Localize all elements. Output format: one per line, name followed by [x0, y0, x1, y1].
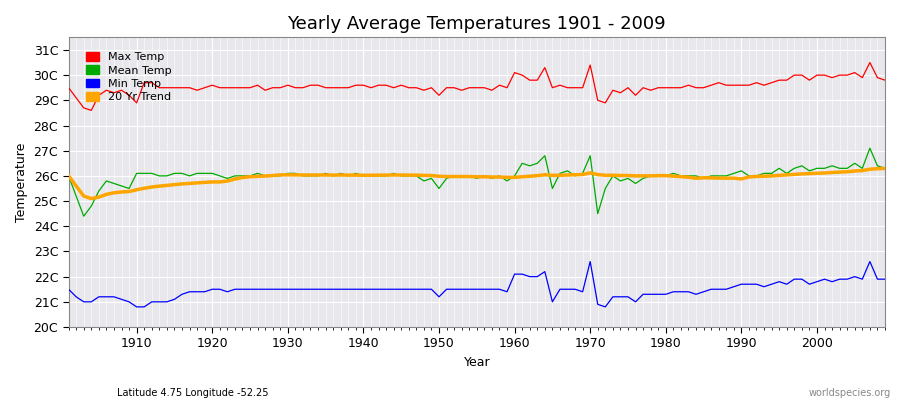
Text: worldspecies.org: worldspecies.org: [809, 388, 891, 398]
X-axis label: Year: Year: [464, 356, 490, 369]
Legend: Max Temp, Mean Temp, Min Temp, 20 Yr Trend: Max Temp, Mean Temp, Min Temp, 20 Yr Tre…: [82, 49, 175, 106]
Text: Latitude 4.75 Longitude -52.25: Latitude 4.75 Longitude -52.25: [117, 388, 268, 398]
Y-axis label: Temperature: Temperature: [15, 142, 28, 222]
Title: Yearly Average Temperatures 1901 - 2009: Yearly Average Temperatures 1901 - 2009: [287, 15, 666, 33]
